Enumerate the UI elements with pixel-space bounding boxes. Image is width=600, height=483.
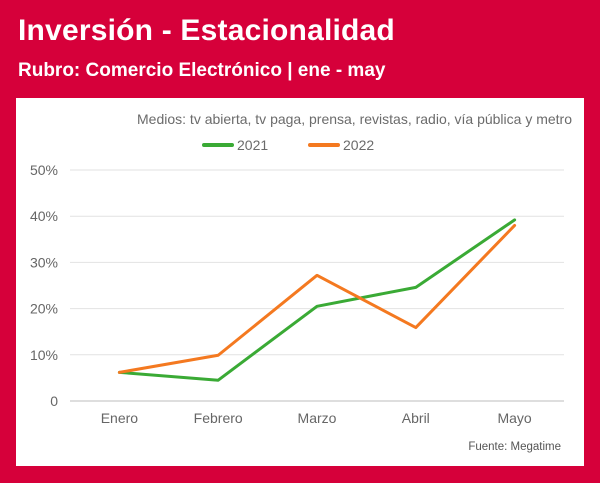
- y-tick-label: 20%: [30, 301, 58, 317]
- chart-title: Inversión - Estacionalidad: [18, 14, 395, 47]
- y-tick-label: 40%: [30, 208, 58, 224]
- y-tick-label: 0: [50, 393, 58, 409]
- x-tick-label: Abril: [402, 410, 430, 426]
- x-tick-label: Mayo: [497, 410, 531, 426]
- x-axis: Enero Febrero Marzo Abril Mayo: [101, 410, 532, 426]
- series-line-2021: [117, 218, 517, 382]
- chart-subtitle: Rubro: Comercio Electrónico | ene - may: [18, 60, 386, 81]
- legend: 2021 2022: [202, 137, 374, 153]
- x-tick-label: Febrero: [194, 410, 243, 426]
- chart-panel: Medios: tv abierta, tv paga, prensa, rev…: [16, 98, 584, 466]
- y-axis: 0 10% 20% 30% 40% 50%: [30, 162, 58, 409]
- media-note: Medios: tv abierta, tv paga, prensa, rev…: [137, 111, 572, 127]
- gridlines: [70, 169, 564, 402]
- source-note: Fuente: Megatime: [468, 441, 561, 453]
- line-chart: Medios: tv abierta, tv paga, prensa, rev…: [30, 111, 572, 453]
- legend-label-2021: 2021: [237, 137, 268, 153]
- x-tick-label: Marzo: [298, 410, 337, 426]
- series-lines: [117, 218, 517, 382]
- y-tick-label: 30%: [30, 254, 58, 270]
- legend-label-2022: 2022: [343, 137, 374, 153]
- y-tick-label: 50%: [30, 162, 58, 178]
- y-tick-label: 10%: [30, 347, 58, 363]
- x-tick-label: Enero: [101, 410, 139, 426]
- series-line-2022: [117, 223, 517, 374]
